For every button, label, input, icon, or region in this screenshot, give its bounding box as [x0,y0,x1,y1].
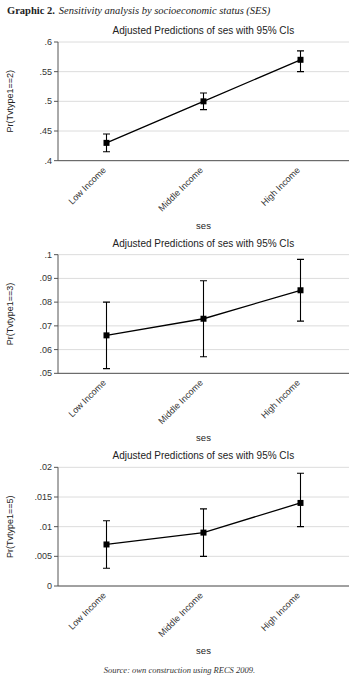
y-tick-label: .01 [39,522,52,532]
x-tick-label: High Income [259,165,302,208]
y-tick-label: .55 [39,67,52,77]
error-bar [297,51,304,72]
panel: Adjusted Predictions of ses with 95% CIs… [5,238,349,444]
x-tick-label: High Income [259,378,302,421]
grid-line [58,467,349,468]
y-tick-label: 0 [47,581,52,591]
x-axis [58,160,349,161]
y-tick-label: .02 [39,462,52,472]
grid-line [58,278,349,279]
marker [201,316,207,322]
y-tick [54,556,58,557]
y-axis-label: Pr(Tvtype1==2) [5,70,15,133]
x-axis [58,586,349,587]
x-axis-label: ses [196,432,211,443]
y-tick-label: .07 [39,321,52,331]
x-tick-label: Low Income [67,378,108,419]
x-axis [58,373,349,374]
y-tick-label: .1 [44,250,52,260]
title-main: Graphic 2. [7,5,55,16]
y-tick-label: .08 [39,297,52,307]
grid-line [58,497,349,498]
figure-title: Graphic 2. Sensitivity analysis by socioe… [7,5,271,17]
title-sub: Sensitivity analysis by socioeconomic st… [59,5,271,17]
marker [104,332,110,338]
y-tick [54,254,58,255]
y-tick-label: .5 [44,96,52,106]
y-axis-label: Pr(Tvtype1==3) [5,283,15,346]
x-tick-label: Middle Income [156,378,204,426]
source-note: Source: own construction using RECS 2009… [104,665,255,675]
marker [298,57,304,63]
y-axis [58,467,59,586]
panel: Adjusted Predictions of ses with 95% CIs… [5,25,349,231]
grid-line [58,71,349,72]
y-tick [54,42,58,43]
x-tick-label: Middle Income [156,590,204,638]
y-tick-label: .6 [44,37,52,47]
y-tick-label: .06 [39,345,52,355]
y-tick-label: .005 [34,551,52,561]
data-group [103,259,304,368]
panel-title: Adjusted Predictions of ses with 95% CIs [113,238,295,249]
y-tick [54,101,58,102]
y-tick [54,349,58,350]
marker [104,541,110,547]
grid-line [58,160,349,161]
y-axis-label: Pr(Tvtype1==5) [5,495,15,558]
panel-title: Adjusted Predictions of ses with 95% CIs [113,450,295,461]
grid-line [58,373,349,374]
y-tick [54,526,58,527]
grid-line [58,254,349,255]
x-tick-label: Middle Income [156,165,204,213]
y-tick [54,278,58,279]
error-bar [103,302,110,368]
y-axis [58,42,59,161]
y-tick [54,467,58,468]
y-tick-label: .015 [34,492,52,502]
grid-line [58,586,349,587]
y-tick [54,131,58,132]
y-tick [54,497,58,498]
error-bar [103,521,110,568]
error-bar [200,281,207,357]
y-tick [54,373,58,374]
marker [104,140,110,146]
marker [298,500,304,506]
x-tick-label: Low Income [67,165,108,206]
marker [201,98,207,104]
grid-line [58,131,349,132]
error-bar [297,473,304,526]
y-tick-label: .09 [39,273,52,283]
x-tick-label: Low Income [67,590,108,631]
grid-line [58,42,349,43]
y-tick-label: .05 [39,368,52,378]
x-tick-label: High Income [259,590,302,633]
marker [201,530,207,536]
x-axis-label: ses [196,645,211,656]
y-tick [54,586,58,587]
y-tick [54,160,58,161]
panel-title: Adjusted Predictions of ses with 95% CIs [113,25,295,36]
panel: Adjusted Predictions of ses with 95% CIs… [5,450,349,656]
error-bar [200,93,207,110]
x-axis-label: ses [196,220,211,231]
y-tick [54,325,58,326]
y-tick [54,302,58,303]
chart-svg: Graphic 2. Sensitivity analysis by socioe… [0,0,359,678]
y-axis [58,255,59,374]
y-tick [54,71,58,72]
data-group [103,51,304,152]
error-bar [103,134,110,152]
error-bar [200,509,207,556]
y-tick-label: .45 [39,126,52,136]
data-group [103,473,304,568]
y-tick-label: .4 [44,156,52,166]
marker [298,287,304,293]
line [107,60,301,143]
error-bar [297,259,304,321]
